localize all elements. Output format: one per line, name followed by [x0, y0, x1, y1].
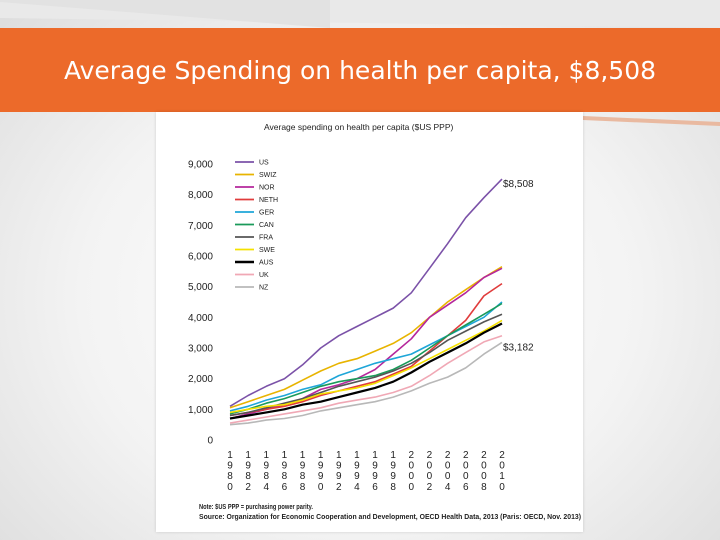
y-tick-label: 0: [207, 436, 213, 447]
series-line-us: [229, 178, 503, 407]
chart-note: Note: $US PPP = purchasing power parity.: [199, 504, 313, 511]
orange-accent-stripe: [583, 116, 720, 126]
top-stripe: [0, 0, 720, 28]
legend-label-swiz: SWIZ: [259, 172, 277, 179]
value-annotation: $3,182: [503, 342, 534, 353]
y-tick-label: 8,000: [188, 190, 213, 201]
legend-label-fra: FRA: [259, 235, 273, 242]
series-line-nz: [229, 341, 503, 426]
chart-panel: Average spending on health per capita ($…: [156, 112, 583, 532]
series-line-uk: [229, 334, 503, 424]
y-tick-label: 9,000: [188, 160, 213, 171]
slide-title: Average Spending on health per capita, $…: [63, 55, 657, 85]
y-tick-label: 7,000: [188, 221, 213, 232]
series-line-aus: [229, 322, 503, 420]
chart-title: Average spending on health per capita ($…: [264, 122, 453, 132]
chart-source: Source: Organization for Economic Cooper…: [199, 514, 581, 521]
y-tick-label: 6,000: [188, 252, 213, 263]
legend-label-nz: NZ: [259, 285, 269, 292]
y-tick-label: 1,000: [188, 405, 213, 416]
value-annotation: $8,508: [503, 179, 534, 190]
legend-label-neth: NETH: [259, 197, 278, 204]
legend-label-nor: NOR: [259, 185, 275, 192]
legend-label-us: US: [259, 160, 269, 167]
legend-label-uk: UK: [259, 272, 269, 279]
legend-label-ger: GER: [259, 210, 274, 217]
legend-label-swe: SWE: [259, 247, 275, 254]
y-tick-label: 2,000: [188, 374, 213, 385]
series-line-swiz: [229, 266, 503, 409]
title-bar: Average Spending on health per capita, $…: [0, 28, 720, 112]
legend-label-can: CAN: [259, 222, 274, 229]
health-spending-chart: Average spending on health per capita ($…: [188, 122, 581, 521]
legend-label-aus: AUS: [259, 260, 274, 267]
series-line-swe: [229, 319, 503, 414]
y-tick-label: 5,000: [188, 282, 213, 293]
series-line-can: [229, 302, 503, 415]
y-tick-label: 3,000: [188, 344, 213, 355]
series-line-neth: [229, 282, 503, 417]
y-tick-label: 4,000: [188, 313, 213, 324]
